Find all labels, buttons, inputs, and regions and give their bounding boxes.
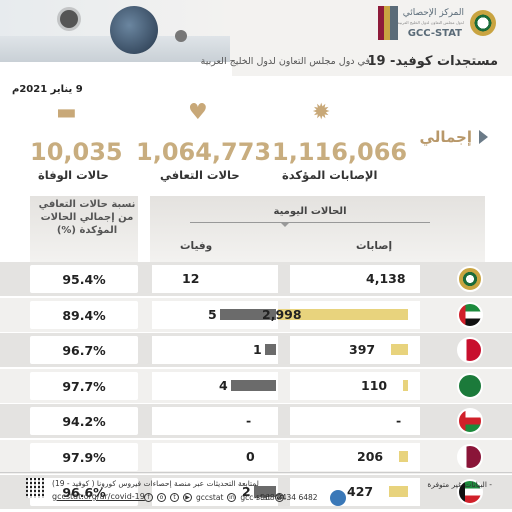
facebook-icon[interactable]: f <box>144 493 153 502</box>
cases-value: 206 <box>357 449 384 464</box>
qr-code-pattern <box>26 478 46 498</box>
deaths-cell <box>152 336 278 364</box>
kpi-recovered-label: حالات التعافي <box>160 168 240 182</box>
social-links: f o t ▶ gccstat in gcc-stat ☎ <box>144 493 284 502</box>
footer-divider <box>0 472 512 473</box>
pct-header: نسبة حالات التعافي من إجمالي الحالات الم… <box>38 198 136 237</box>
cases-value: 4,138 <box>366 271 406 286</box>
recovery-pct-cell: 96.7% <box>30 336 138 364</box>
recovery-pct-cell: 89.4% <box>30 301 138 329</box>
header-banner: المركز الإحصائي لدول مجلس التعاون لدول ا… <box>0 0 512 62</box>
page-title: مستجدات كوفيد- 19 <box>367 54 498 69</box>
twitter-icon[interactable]: t <box>170 493 179 502</box>
saudi-flag-icon <box>457 373 483 399</box>
virus-image-small <box>175 30 187 42</box>
deaths-cell <box>152 443 278 471</box>
pct-header-line-2: من إجمالي الحالات <box>40 212 134 223</box>
kuwait-flag-icon <box>457 479 483 505</box>
recovery-pct-cell: 96.6% <box>30 478 138 506</box>
gcc-flag-icon <box>457 266 483 292</box>
deaths-value: 0 <box>246 449 255 464</box>
footer-logo-icon <box>330 490 346 506</box>
heartbeat-icon: ♥ <box>188 100 208 125</box>
cases-value: - <box>396 413 402 428</box>
footer-phone: +968 2434 6482 <box>254 493 318 502</box>
virus-image <box>60 10 78 28</box>
logo-english-text: GCC-STAT <box>407 28 462 39</box>
footer-follow-text: لمتابعة التحديثات عبر منصة إحصاءات فيروس… <box>52 479 259 488</box>
logo-subtitle: لدول مجلس التعاون لدول الخليج العربية <box>397 20 464 25</box>
header-divider <box>190 222 430 223</box>
cases-cell <box>290 407 420 435</box>
social-handle-2: gcc-stat <box>240 493 271 502</box>
deaths-cell <box>152 407 278 435</box>
recovery-pct-cell: 97.9% <box>30 443 138 471</box>
phone-icon: ☎ <box>274 493 284 502</box>
globe-image <box>110 6 158 54</box>
recovery-pct-cell: 94.2% <box>30 407 138 435</box>
deaths-bar <box>265 344 276 355</box>
pct-header-line-1: نسبة حالات التعافي <box>38 199 136 210</box>
deaths-bar <box>231 380 276 391</box>
gcc-stat-mark-icon <box>378 6 398 40</box>
cases-column-header: إصابات <box>356 240 393 252</box>
cases-cell <box>290 372 420 400</box>
kpi-confirmed-value: 1,116,066 <box>272 138 408 166</box>
deaths-value: 2 <box>242 484 251 499</box>
kpi-deaths-value: 10,035 <box>30 138 123 166</box>
footer-note: - البيانات غير متوفرة <box>427 480 492 489</box>
recovery-pct-cell: 97.7% <box>30 372 138 400</box>
pct-header-line-3: المؤكدة (%) <box>56 225 118 236</box>
logo-arabic-text: المركز الإحصائي <box>402 8 464 18</box>
cases-value: 2,998 <box>262 307 302 322</box>
cases-bar <box>391 344 408 355</box>
cases-value: 427 <box>347 484 374 499</box>
gcc-stat-logo: المركز الإحصائي لدول مجلس التعاون لدول ا… <box>356 4 496 44</box>
gcc-emblem-icon <box>470 10 496 36</box>
deaths-bar <box>254 486 276 497</box>
deaths-value: 4 <box>219 378 228 393</box>
title-bar <box>232 48 512 76</box>
deaths-cell <box>152 265 278 293</box>
bahrain-flag-icon <box>457 337 483 363</box>
cases-bar <box>389 486 408 497</box>
recovery-pct-cell: 95.4% <box>30 265 138 293</box>
bed-icon: ▬ <box>56 100 77 125</box>
daily-cases-header: الحالات اليومية <box>273 206 347 217</box>
deaths-bar <box>220 309 276 320</box>
youtube-icon[interactable]: ▶ <box>183 493 192 502</box>
qatar-flag-icon <box>457 444 483 470</box>
daily-header-box <box>150 196 485 266</box>
total-label: إجمالي <box>419 128 472 146</box>
kpi-deaths-label: حالات الوفاة <box>38 168 109 182</box>
report-date: 9 يناير 2021م <box>12 84 83 95</box>
cases-cell <box>290 265 420 293</box>
pct-header-box <box>30 196 138 266</box>
footer-url-link[interactable]: gccstat.org/ar/covid-19 <box>52 492 145 501</box>
total-arrow-icon <box>479 130 488 144</box>
instagram-icon[interactable]: o <box>157 493 166 502</box>
social-handle: gccstat <box>196 493 224 502</box>
cases-value: 397 <box>349 342 376 357</box>
cases-bar <box>399 451 408 462</box>
virus-icon: ✹ <box>312 100 331 125</box>
uae-flag-icon <box>457 302 483 328</box>
deaths-value: - <box>246 413 252 428</box>
cases-cell <box>290 443 420 471</box>
header-divider-pointer-icon <box>280 222 290 227</box>
cases-bar <box>403 380 408 391</box>
deaths-value: 1 <box>253 342 262 357</box>
deaths-value: 5 <box>208 307 217 322</box>
cases-value: 110 <box>361 378 388 393</box>
deaths-value: 12 <box>182 271 200 286</box>
page-subtitle: في دول مجلس التعاون لدول الخليج العربية <box>200 56 370 67</box>
kpi-recovered-value: 1,064,773 <box>136 138 272 166</box>
oman-flag-icon <box>457 408 483 434</box>
kpi-confirmed-label: الإصابات المؤكدة <box>282 168 378 182</box>
cases-bar <box>278 309 408 320</box>
deaths-column-header: وفيات <box>180 240 213 252</box>
linkedin-icon[interactable]: in <box>227 493 237 502</box>
